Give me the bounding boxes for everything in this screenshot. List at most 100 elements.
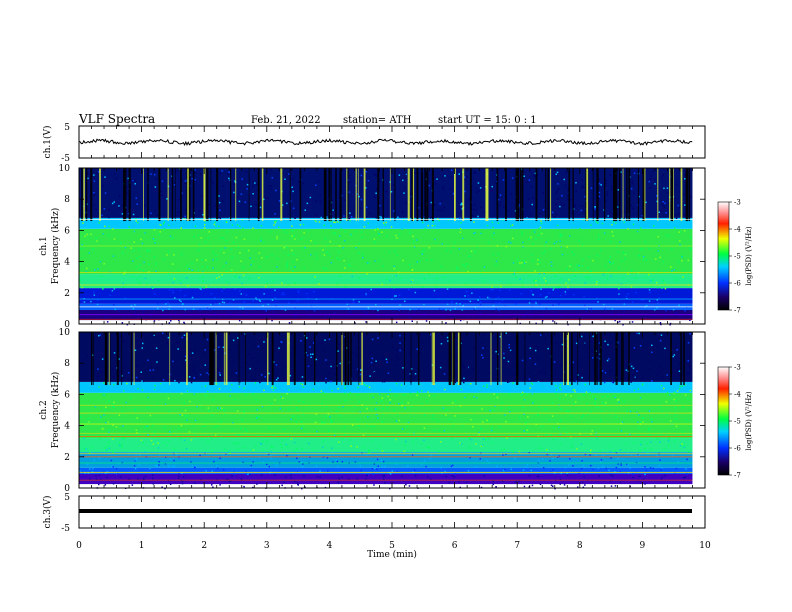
spectrogram-speckle <box>555 322 558 325</box>
spectrogram-speckle <box>617 463 619 465</box>
spectrogram-speckle <box>659 441 661 443</box>
spectrogram-streak <box>223 332 225 386</box>
spectrogram-speckle <box>351 275 353 278</box>
spectrogram-speckle <box>445 309 447 311</box>
spectrogram-speckle <box>446 250 448 252</box>
spectrogram-speckle <box>231 256 233 259</box>
spectrogram-speckle <box>268 377 270 379</box>
spectrogram-speckle <box>563 178 565 181</box>
spectrogram-speckle <box>412 441 414 443</box>
spectrogram-speckle <box>532 260 534 262</box>
ch2-colorbar-gradient <box>717 366 730 476</box>
spectrogram-speckle <box>509 411 511 413</box>
spectrogram-speckle <box>508 406 510 409</box>
ch2-spectrogram-channel: ch.2 <box>39 400 49 419</box>
spectrogram-speckle <box>597 238 600 240</box>
spectrogram-speckle <box>286 202 288 205</box>
spectrogram-speckle <box>573 403 575 405</box>
spectrogram-speckle <box>572 378 575 380</box>
spectrogram-speckle <box>544 296 547 299</box>
spectrogram-speckle <box>483 266 486 268</box>
spectrogram-speckle <box>602 396 604 398</box>
spectrogram-speckle <box>360 469 362 472</box>
spectrogram-speckle <box>591 430 594 432</box>
spectrogram-speckle <box>378 234 381 236</box>
spectrogram-speckle <box>179 279 181 282</box>
spectrogram-speckle <box>510 350 513 353</box>
spectrogram-speckle <box>156 361 158 363</box>
spectrogram-speckle <box>281 484 283 487</box>
spectrogram-speckle <box>665 212 667 214</box>
spectrogram-speckle <box>150 212 152 215</box>
spectrogram-speckle <box>95 208 97 211</box>
spectrogram-streak <box>99 168 101 222</box>
spectrogram-speckle <box>679 445 682 447</box>
spectrogram-speckle <box>206 307 209 309</box>
spectrogram-speckle <box>360 198 363 201</box>
spectrogram-band <box>79 288 693 304</box>
spectrogram-speckle <box>469 447 471 450</box>
spectrogram-speckle <box>608 413 611 415</box>
spectrogram-streak <box>459 332 462 386</box>
spectrogram-speckle <box>521 359 524 362</box>
spectrogram-speckle <box>560 365 562 367</box>
spectrogram-speckle <box>416 261 418 263</box>
spectrogram-speckle <box>658 335 661 337</box>
spectrogram-speckle <box>647 451 649 454</box>
spectrogram-speckle <box>93 180 96 182</box>
spectrogram-speckle <box>184 215 186 218</box>
spectrogram-speckle <box>244 201 247 203</box>
spectrogram-speckle <box>296 481 299 484</box>
spectrogram-speckle <box>366 262 369 264</box>
spectrogram-speckle <box>551 401 553 404</box>
spectrogram-speckle <box>469 457 471 459</box>
spectrogram-speckle <box>269 386 272 389</box>
spectrogram-speckle <box>523 430 525 432</box>
spectrogram-speckle <box>492 253 494 256</box>
spectrogram-speckle <box>401 178 404 180</box>
spectrogram-speckle <box>139 264 141 266</box>
spectrogram-speckle <box>438 219 440 222</box>
spectrogram-speckle <box>642 258 645 261</box>
spectrogram-speckle <box>594 454 597 456</box>
spectrogram-speckle <box>284 178 286 180</box>
spectrogram-speckle <box>371 439 374 442</box>
spectrogram-speckle <box>670 420 672 422</box>
spectrogram-streak <box>452 332 455 386</box>
spectrogram-speckle <box>523 413 525 415</box>
spectrogram-speckle <box>151 477 154 480</box>
spectrogram-speckle <box>430 454 433 457</box>
spectrogram-speckle <box>81 243 83 246</box>
spectrogram-speckle <box>229 395 231 397</box>
spectrogram-speckle <box>581 481 584 483</box>
spectrogram-streak <box>615 168 618 222</box>
spectrogram-speckle <box>183 402 185 404</box>
spectral-line <box>79 462 693 464</box>
spectrogram-speckle <box>264 360 267 363</box>
spectrogram-speckle <box>434 238 436 241</box>
spectrogram-speckle <box>319 311 321 313</box>
spectrogram-speckle <box>569 458 571 460</box>
spectrogram-speckle <box>590 449 592 452</box>
spectrogram-speckle <box>399 342 401 344</box>
spectrogram-speckle <box>372 348 374 351</box>
spectrogram-speckle <box>530 315 532 317</box>
spectrogram-speckle <box>243 387 245 389</box>
spectrogram-speckle <box>486 459 488 462</box>
spectrogram-speckle <box>367 473 369 476</box>
spectrogram-speckle <box>83 301 86 303</box>
spectrogram-speckle <box>682 276 684 278</box>
spectrogram-speckle <box>262 440 264 442</box>
spectrogram-speckle <box>407 222 409 224</box>
spectrogram-speckle <box>356 446 358 448</box>
spectrogram-speckle <box>181 482 184 485</box>
spectrogram-speckle <box>592 259 594 262</box>
spectrogram-speckle <box>614 319 616 322</box>
spectrogram-speckle <box>90 233 92 236</box>
spectrogram-streak <box>516 332 518 386</box>
spectrogram-speckle <box>338 441 340 443</box>
spectrogram-speckle <box>309 196 312 199</box>
spectrogram-speckle <box>663 448 666 450</box>
spectrogram-speckle <box>164 463 167 465</box>
spectrogram-speckle <box>650 285 653 287</box>
